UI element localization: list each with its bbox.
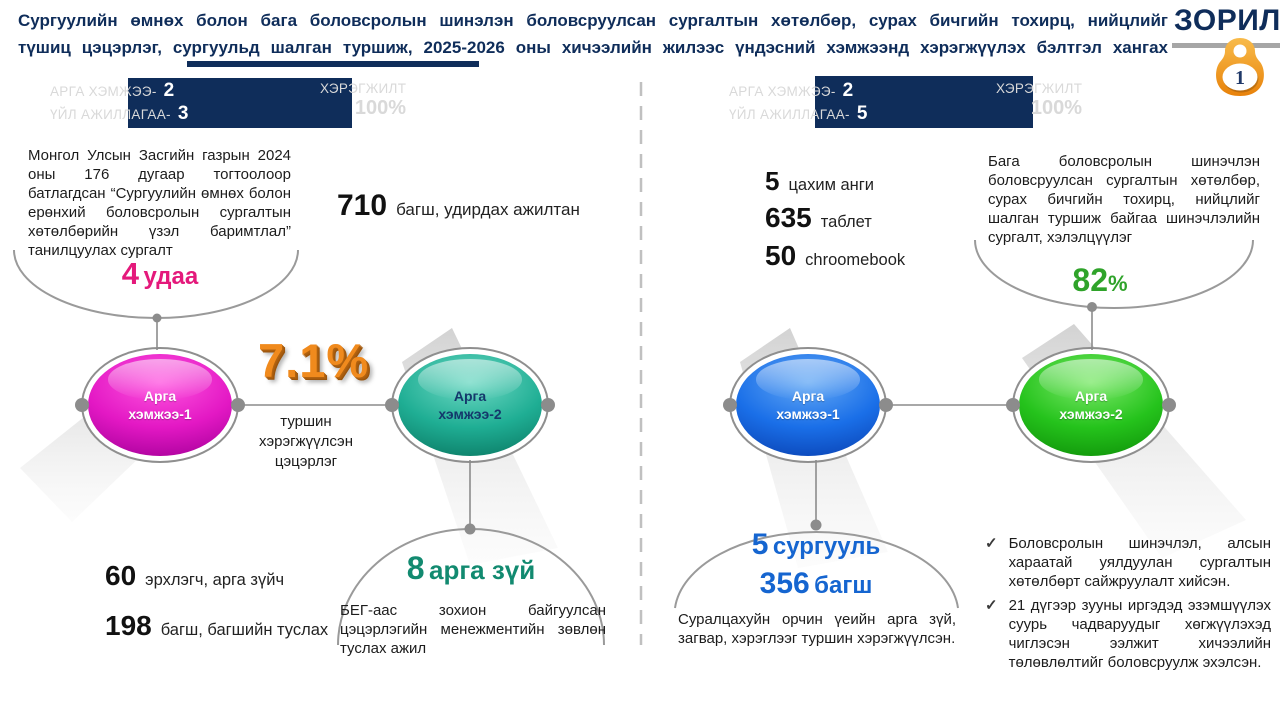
stat-value: 635	[765, 202, 812, 233]
node-measure-2-left-core: Арга хэмжээ-2	[398, 354, 542, 456]
percent-caption: туршин хэрэгжүүлсэн цэцэрлэг	[258, 413, 353, 470]
node-measure-2-right-core: Арга хэмжээ-2	[1019, 354, 1163, 456]
bubble-bottom-left-stat: 8 арга зүй	[370, 550, 572, 587]
bubble-top-left-text: Монгол Улсын Засгийн газрын 2024 оны 176…	[28, 147, 291, 259]
stat-value: 8	[406, 550, 425, 586]
node-label-line1: Арга	[1074, 388, 1108, 404]
badge-hole	[1233, 44, 1247, 58]
title-underline	[187, 61, 479, 67]
stat-label: сургууль	[772, 533, 881, 560]
node-measure-2-right: Арга хэмжээ-2	[1012, 347, 1170, 463]
stat-label: таблет	[820, 213, 872, 231]
kpi-bar-left	[128, 78, 352, 128]
slide-title: Сургуулийн өмнөх болон бага боловсролын …	[18, 7, 1168, 61]
connector-dot	[152, 313, 162, 323]
stat-value: 198	[105, 610, 152, 641]
logo-underline	[1172, 43, 1280, 48]
bubble-top-right-stat: 82%	[1020, 262, 1180, 299]
goal-badge: 1	[1216, 38, 1264, 96]
checklist-item-1: ✓ Боловсролын шинэчлэл, алсын хараатай у…	[985, 534, 1271, 591]
checklist-item-text: 21 дүгээр зууны иргэдэд эзэмшүүлэх суурь…	[1008, 597, 1271, 671]
kpi-implementation-value: 100%	[1030, 97, 1082, 119]
node-label-line2: хэмжээ-2	[1059, 406, 1123, 422]
stat-label: chroomebook	[805, 251, 906, 269]
slide-title-line2: түшиц цэцэрлэг, сургуульд шалган туршиж,…	[18, 38, 1168, 57]
stat-value: 5	[765, 166, 780, 196]
node-label-line2: хэмжээ-1	[776, 406, 840, 422]
stat-schools: 5 сургууль	[716, 528, 916, 567]
stat-label: багш, багшийн туслах	[160, 621, 329, 639]
checklist-item-2: ✓ 21 дүгээр зууны иргэдэд эзэмшүүлэх суу…	[985, 596, 1271, 672]
kpi-activity-left: ҮЙЛ АЖИЛЛАГАА- 3	[50, 103, 188, 125]
node-label-line1: Арга	[453, 388, 487, 404]
node-label-line2: хэмжээ-1	[128, 406, 192, 422]
stat-label: удаа	[143, 263, 199, 290]
bubble-bottom-left-text: БЕГ-аас зохион байгуулсан цэцэрлэгийн ме…	[340, 602, 606, 657]
slide-title-line1: Сургуулийн өмнөх болон бага боловсролын …	[18, 11, 1168, 30]
stat-teachers: 710 багш, удирдах ажилтан	[337, 189, 580, 223]
connector-dot	[1087, 302, 1097, 312]
node-measure-1-left-core: Арга хэмжээ-1	[88, 354, 232, 456]
node-measure-1-right: Арга хэмжээ-1	[729, 347, 887, 463]
stat-value: 710	[337, 189, 388, 222]
logo-text: ЗОРИЛТ	[1174, 4, 1280, 37]
kpi-implementation-value: 100%	[354, 97, 406, 119]
kpi-measure-label: АРГА ХЭМЖЭЭ-	[50, 84, 157, 99]
kpi-measure-left: АРГА ХЭМЖЭЭ- 2	[50, 80, 174, 102]
checklist: ✓ Боловсролын шинэчлэл, алсын хараатай у…	[985, 534, 1271, 677]
stat-label: багш, удирдах ажилтан	[396, 200, 580, 219]
node-label-line1: Арга	[791, 388, 825, 404]
bubble-bottom-right-stats: 5 сургууль 356 багш	[716, 528, 916, 606]
stat-unit: %	[1108, 271, 1128, 296]
stat-assistants: 198 багш, багшийн туслах	[105, 610, 328, 642]
stat-label: арга зүй	[429, 555, 536, 585]
kpi-bar-right	[815, 76, 1033, 128]
stat-label: цахим анги	[788, 176, 875, 194]
stat-value: 4	[121, 256, 140, 291]
stat-value: 82	[1072, 262, 1109, 298]
stat-label: эрхлэгч, арга зүйч	[145, 571, 285, 589]
stat-value: 50	[765, 240, 797, 271]
stat-value: 5	[751, 528, 769, 561]
stat-tablets: 635 таблет	[765, 202, 872, 234]
percent-3d: 7.1%	[258, 334, 370, 387]
kpi-measure-right: АРГА ХЭМЖЭЭ- 2	[729, 80, 853, 102]
kpi-activity-right: ҮЙЛ АЖИЛЛАГАА- 5	[729, 103, 867, 125]
node-measure-1-left: Арга хэмжээ-1	[81, 347, 239, 463]
check-icon: ✓	[985, 535, 998, 552]
kpi-activity-value: 3	[177, 103, 189, 124]
node-measure-1-right-core: Арга хэмжээ-1	[736, 354, 880, 456]
bubble-top-right-text: Бага боловсролын шинэчлэн боловсруулсан …	[988, 153, 1260, 246]
stat-managers: 60 эрхлэгч, арга зүйч	[105, 560, 284, 592]
kpi-implementation-label: ХЭРЭГЖИЛТ	[320, 81, 407, 96]
kpi-measure-value: 2	[163, 80, 175, 101]
node-label-line1: Арга	[143, 388, 177, 404]
connector-dot	[464, 523, 476, 535]
stat-teachers-right: 356 багш	[716, 567, 916, 606]
kpi-implementation-label: ХЭРЭГЖИЛТ	[996, 81, 1083, 96]
kpi-activity-label: ҮЙЛ АЖИЛЛАГАА-	[50, 107, 171, 122]
kpi-activity-label: ҮЙЛ АЖИЛЛАГАА-	[729, 107, 850, 122]
kpi-implementation-left: ХЭРЭГЖИЛТ 100%	[320, 81, 406, 120]
node-measure-2-left: Арга хэмжээ-2	[391, 347, 549, 463]
badge-disc	[1222, 63, 1258, 91]
kpi-measure-label: АРГА ХЭМЖЭЭ-	[729, 84, 836, 99]
kpi-activity-value: 5	[856, 103, 868, 124]
bubble-bottom-right-text: Суралцахуйн орчин үеийн арга зүй, загвар…	[678, 611, 956, 647]
kpi-implementation-right: ХЭРЭГЖИЛТ 100%	[996, 81, 1082, 120]
stat-value: 356	[759, 567, 810, 600]
bubble-top-left-stat: 4 удаа	[60, 256, 260, 292]
node-label-line2: хэмжээ-2	[438, 406, 502, 422]
stat-label: багш	[814, 572, 873, 599]
stat-digital-class: 5 цахим анги	[765, 166, 874, 197]
checklist-item-text: Боловсролын шинэчлэл, алсын хараатай уял…	[1008, 535, 1271, 590]
stat-value: 60	[105, 560, 137, 591]
stat-chromebooks: 50 chroomebook	[765, 240, 905, 272]
badge-number: 1	[1235, 67, 1245, 89]
check-icon: ✓	[985, 597, 998, 614]
kpi-measure-value: 2	[842, 80, 854, 101]
